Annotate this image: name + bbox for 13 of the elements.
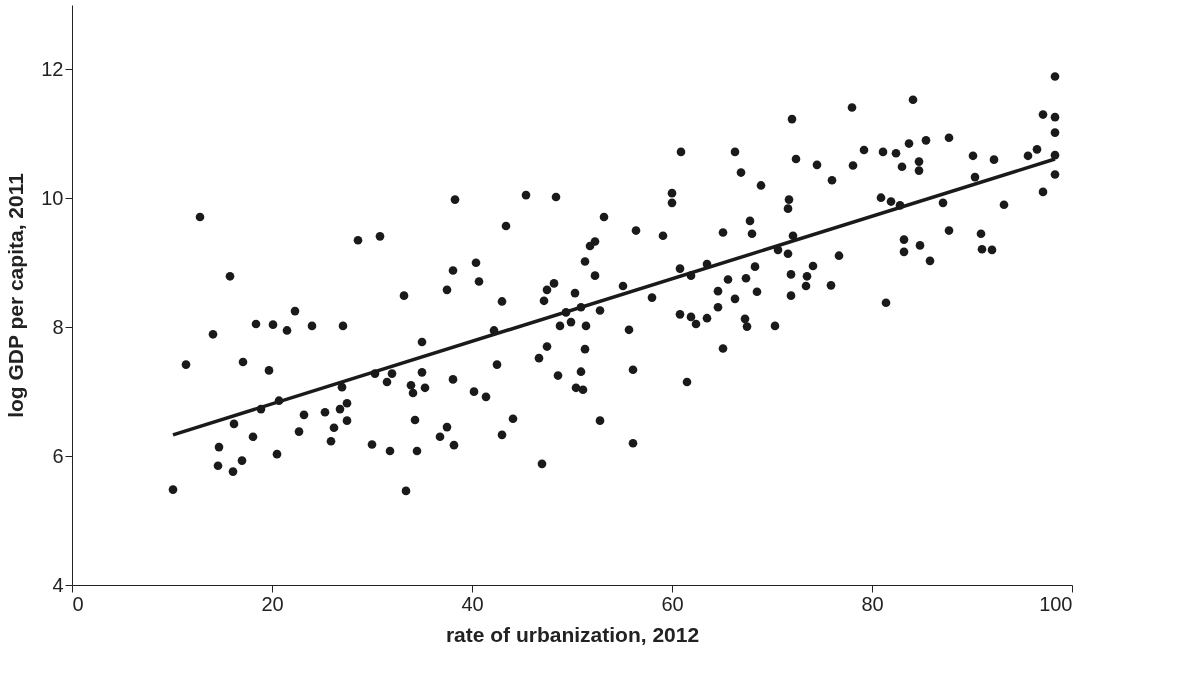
x-tick-label: 0 [72, 592, 84, 615]
y-tick-label: 6 [52, 444, 64, 467]
y-tick-label: 10 [41, 186, 64, 209]
x-tick-label: 60 [661, 592, 684, 615]
y-tick-label: 4 [52, 573, 64, 596]
x-tick-label: 20 [261, 592, 284, 615]
x-tick-label: 40 [461, 592, 484, 615]
y-tick-label: 12 [41, 57, 64, 80]
x-axis-title: rate of urbanization, 2012 [445, 622, 700, 646]
y-axis-title: log GDP per capita, 2011 [4, 172, 28, 418]
x-tick-label: 80 [861, 592, 884, 615]
x-tick-label: 100 [1039, 592, 1073, 615]
y-tick-label: 8 [52, 315, 64, 338]
